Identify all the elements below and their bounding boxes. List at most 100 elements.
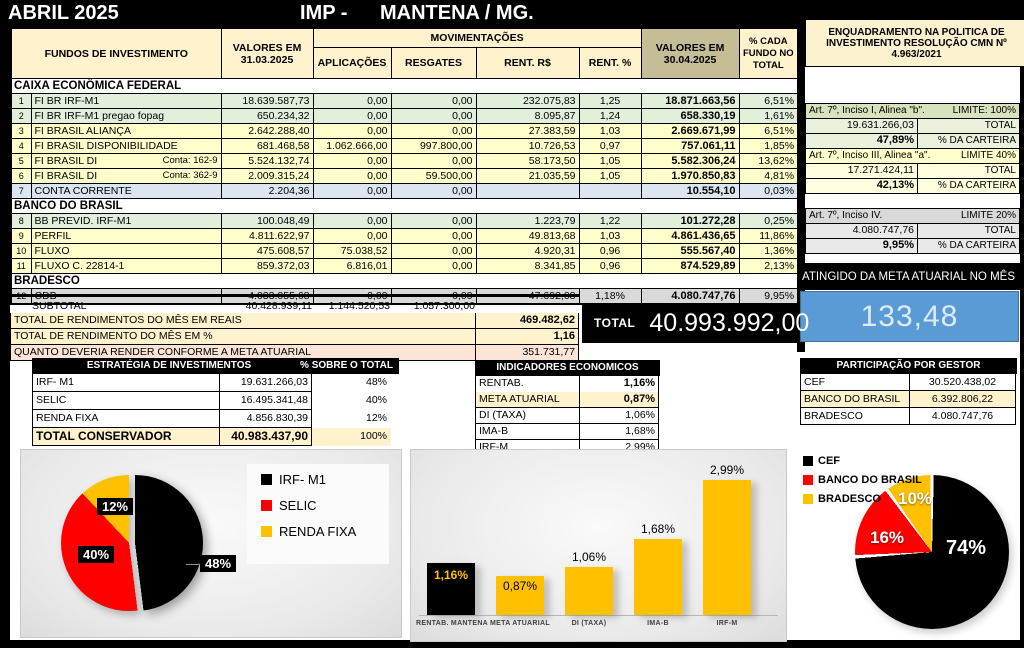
bar-category-label: META ATUARIAL — [490, 620, 550, 627]
pct-of-total: 6,51% — [738, 123, 799, 139]
pie2-legend: CEF BANCO DO BRASIL BRADESCO — [803, 455, 922, 512]
fund-name-cell: CONTA CORRENTE — [30, 183, 222, 199]
spreadsheet: FUNDOS DE INVESTIMENTO VALORES EM 31.03.… — [10, 19, 1024, 642]
aplicacoes-value: 0,00 — [312, 228, 392, 244]
report-entity: IMP - — [300, 2, 348, 24]
value-0430: 757.061,11 — [640, 138, 740, 154]
estrategia-table: ESTRATÉGIA DE INVESTIMENTOS % SOBRE O TO… — [32, 358, 399, 446]
rent-reais-value: 4.920,31 — [475, 243, 580, 259]
aplicacoes-value: 0,00 — [312, 168, 392, 184]
rent-pct-value: 1,03 — [578, 123, 642, 139]
pct-of-total: 13,62% — [738, 153, 799, 169]
aplicacoes-value: 6.816,01 — [312, 258, 392, 274]
fund-name-cell: FLUXO — [30, 243, 222, 259]
total-row-value: 469.482,62 — [519, 314, 575, 326]
value-0331: 859.372,03 — [220, 258, 314, 274]
total-row-label: TOTAL DE RENDIMENTO DO MÊS EM % — [11, 329, 476, 344]
enquadramento-block: Art. 7º, Inciso I, Alinea "b". LIMITE: 10… — [805, 103, 1020, 149]
resgates-value: 0,00 — [390, 183, 477, 199]
fund-name: FI BRASIL DI Conta: 162-9 — [35, 155, 218, 167]
value-0430: 4.861.436,65 — [640, 228, 740, 244]
enquadramento-total-label: TOTAL — [984, 165, 1016, 176]
enquadramento-artigo-row: Art. 7º, Inciso IV. LIMITE 20% — [805, 208, 1020, 224]
rent-reais-value — [475, 183, 580, 199]
fund-name-cell: FI BRASIL DI Conta: 162-9 — [30, 153, 222, 169]
total-row-value: 1,16 — [553, 330, 575, 342]
gestor-name: BRADESCO — [800, 408, 910, 425]
fund-name-text: FI BRASIL DI — [34, 170, 98, 182]
fund-name-cell: FI BR IRF-M1 pregao fopag — [30, 108, 222, 124]
header-values-0430: VALORES EM 30.04.2025 — [640, 27, 740, 79]
resgates-value: 0,00 — [390, 258, 477, 274]
resgates-value: 997.800,00 — [390, 138, 477, 154]
aplicacoes-value: 0,00 — [312, 183, 392, 199]
gestor-pie-chart: 74% 16% 10% CEF BANCO DO BRASIL BRADESCO — [800, 445, 1020, 640]
aplicacoes-value: 0,00 — [312, 123, 392, 139]
report-month: ABRIL 2025 — [8, 2, 119, 24]
resgates-value: 0,00 — [390, 243, 477, 259]
indicador-value: 1,06% — [580, 408, 659, 424]
artigo-label: Art. 7º, Inciso I, Alinea "b". — [809, 105, 925, 116]
artigo-label: Art. 7º, Inciso III, Alinea "a". — [809, 150, 931, 161]
estrategia-header: ESTRATÉGIA DE INVESTIMENTOS % SOBRE O TO… — [32, 358, 399, 374]
enquadramento-pct-row: 47,89% % DA CARTEIRA — [805, 134, 1020, 149]
indicador-label: META ATUARIAL — [475, 392, 580, 408]
enquadramento-pct-label: % DA CARTEIRA — [937, 180, 1016, 191]
grand-total-value: 40.993.992,00 — [649, 308, 810, 337]
enquadramento-total-row: 4.080.747,76 TOTAL — [805, 224, 1020, 239]
fund-name-text: FI BRASIL DISPONIBILIDADE — [34, 140, 178, 152]
estrategia-row: IRF- M1 19.631.266,03 48% — [32, 374, 399, 392]
value-0331: 681.468,58 — [220, 138, 314, 154]
pct-of-total: 11,86% — [738, 228, 799, 244]
legend-label: BANCO DO BRASIL — [818, 474, 922, 486]
legend-item: BANCO DO BRASIL — [803, 474, 922, 486]
fund-row: 8 BB PREVID. IRF-M1 100.048,49 0,00 0,00 1.22… — [10, 213, 799, 229]
header-aplicacoes: APLICAÇÕES — [312, 47, 392, 79]
value-0430: 4.080.747,76 — [640, 288, 740, 305]
value-0331: 100.048,49 — [220, 213, 314, 229]
estrategia-total-name: TOTAL CONSERVADOR — [32, 428, 220, 446]
value-0430: 101.272,28 — [640, 213, 740, 229]
enquadramento-pct-label: % DA CARTEIRA — [937, 240, 1016, 251]
enquadramento-total-label: TOTAL — [984, 120, 1016, 131]
legend-item: BRADESCO — [803, 493, 922, 505]
pie-value-label: 74% — [946, 537, 987, 559]
funds-table: FUNDOS DE INVESTIMENTO VALORES EM 31.03.… — [10, 27, 800, 305]
rent-pct-value: 1,25 — [578, 93, 642, 109]
value-0331: 4.811.622,97 — [220, 228, 314, 244]
legend-swatch — [261, 500, 272, 511]
report-city: MANTENA / MG. — [380, 2, 534, 24]
grand-total-label: TOTAL — [594, 316, 636, 330]
enquadramento-total-value: 4.080.747,76 — [806, 224, 918, 238]
estrategia-value: 16.495.341,48 — [220, 392, 312, 410]
fund-name: FI BRASIL DISPONIBILIDADE — [35, 140, 218, 152]
bar-ima-b — [634, 539, 682, 615]
bar-irf-m — [703, 480, 751, 615]
legend-item: CEF — [803, 455, 922, 467]
limite-label: LIMITE 40% — [960, 150, 1016, 161]
fund-name: FI BRASIL ALIANÇA — [35, 125, 218, 137]
pie-slice-irfm1 — [67, 475, 203, 611]
value-0331: 2.204,36 — [220, 183, 314, 199]
value-0331: 650.234,32 — [220, 108, 314, 124]
legend-item: IRF- M1 — [261, 472, 389, 487]
fund-name-text: BB PREVID. IRF-M1 — [34, 215, 132, 227]
estrategia-total-pct: 100% — [312, 428, 391, 446]
artigo-label: Art. 7º, Inciso IV. — [809, 210, 883, 221]
rent-reais-value: 21.035,59 — [475, 168, 580, 184]
fund-name-text: FLUXO — [34, 245, 70, 257]
enquadramento-pct-label: % DA CARTEIRA — [937, 135, 1016, 146]
subtotal-row: SUBTOTAL 40.428.939,11 1.144.520,53 1.05… — [10, 294, 579, 313]
rent-reais-value: 8.341,85 — [475, 258, 580, 274]
fund-name-text: FI BRASIL ALIANÇA — [34, 125, 131, 137]
value-0331: 18.639.587,73 — [220, 93, 314, 109]
pie-value-label: 48% — [200, 555, 237, 572]
fund-name-text: FI BRASIL DI — [34, 155, 98, 167]
pct-of-total: 2,13% — [738, 258, 799, 274]
fund-name-text: FI BR IRF-M1 — [34, 95, 100, 107]
gestor-value: 30.520.438,02 — [910, 374, 1016, 391]
enquadramento-header: ENQUADRAMENTO NA POLITICA DE INVESTIMENT… — [805, 19, 1024, 67]
fund-name: FI BR IRF-M1 — [35, 95, 218, 107]
enquadramento-total-value: 19.631.266,03 — [806, 119, 918, 133]
fund-name-cell: FI BRASIL DI Conta: 362-9 — [30, 168, 222, 184]
